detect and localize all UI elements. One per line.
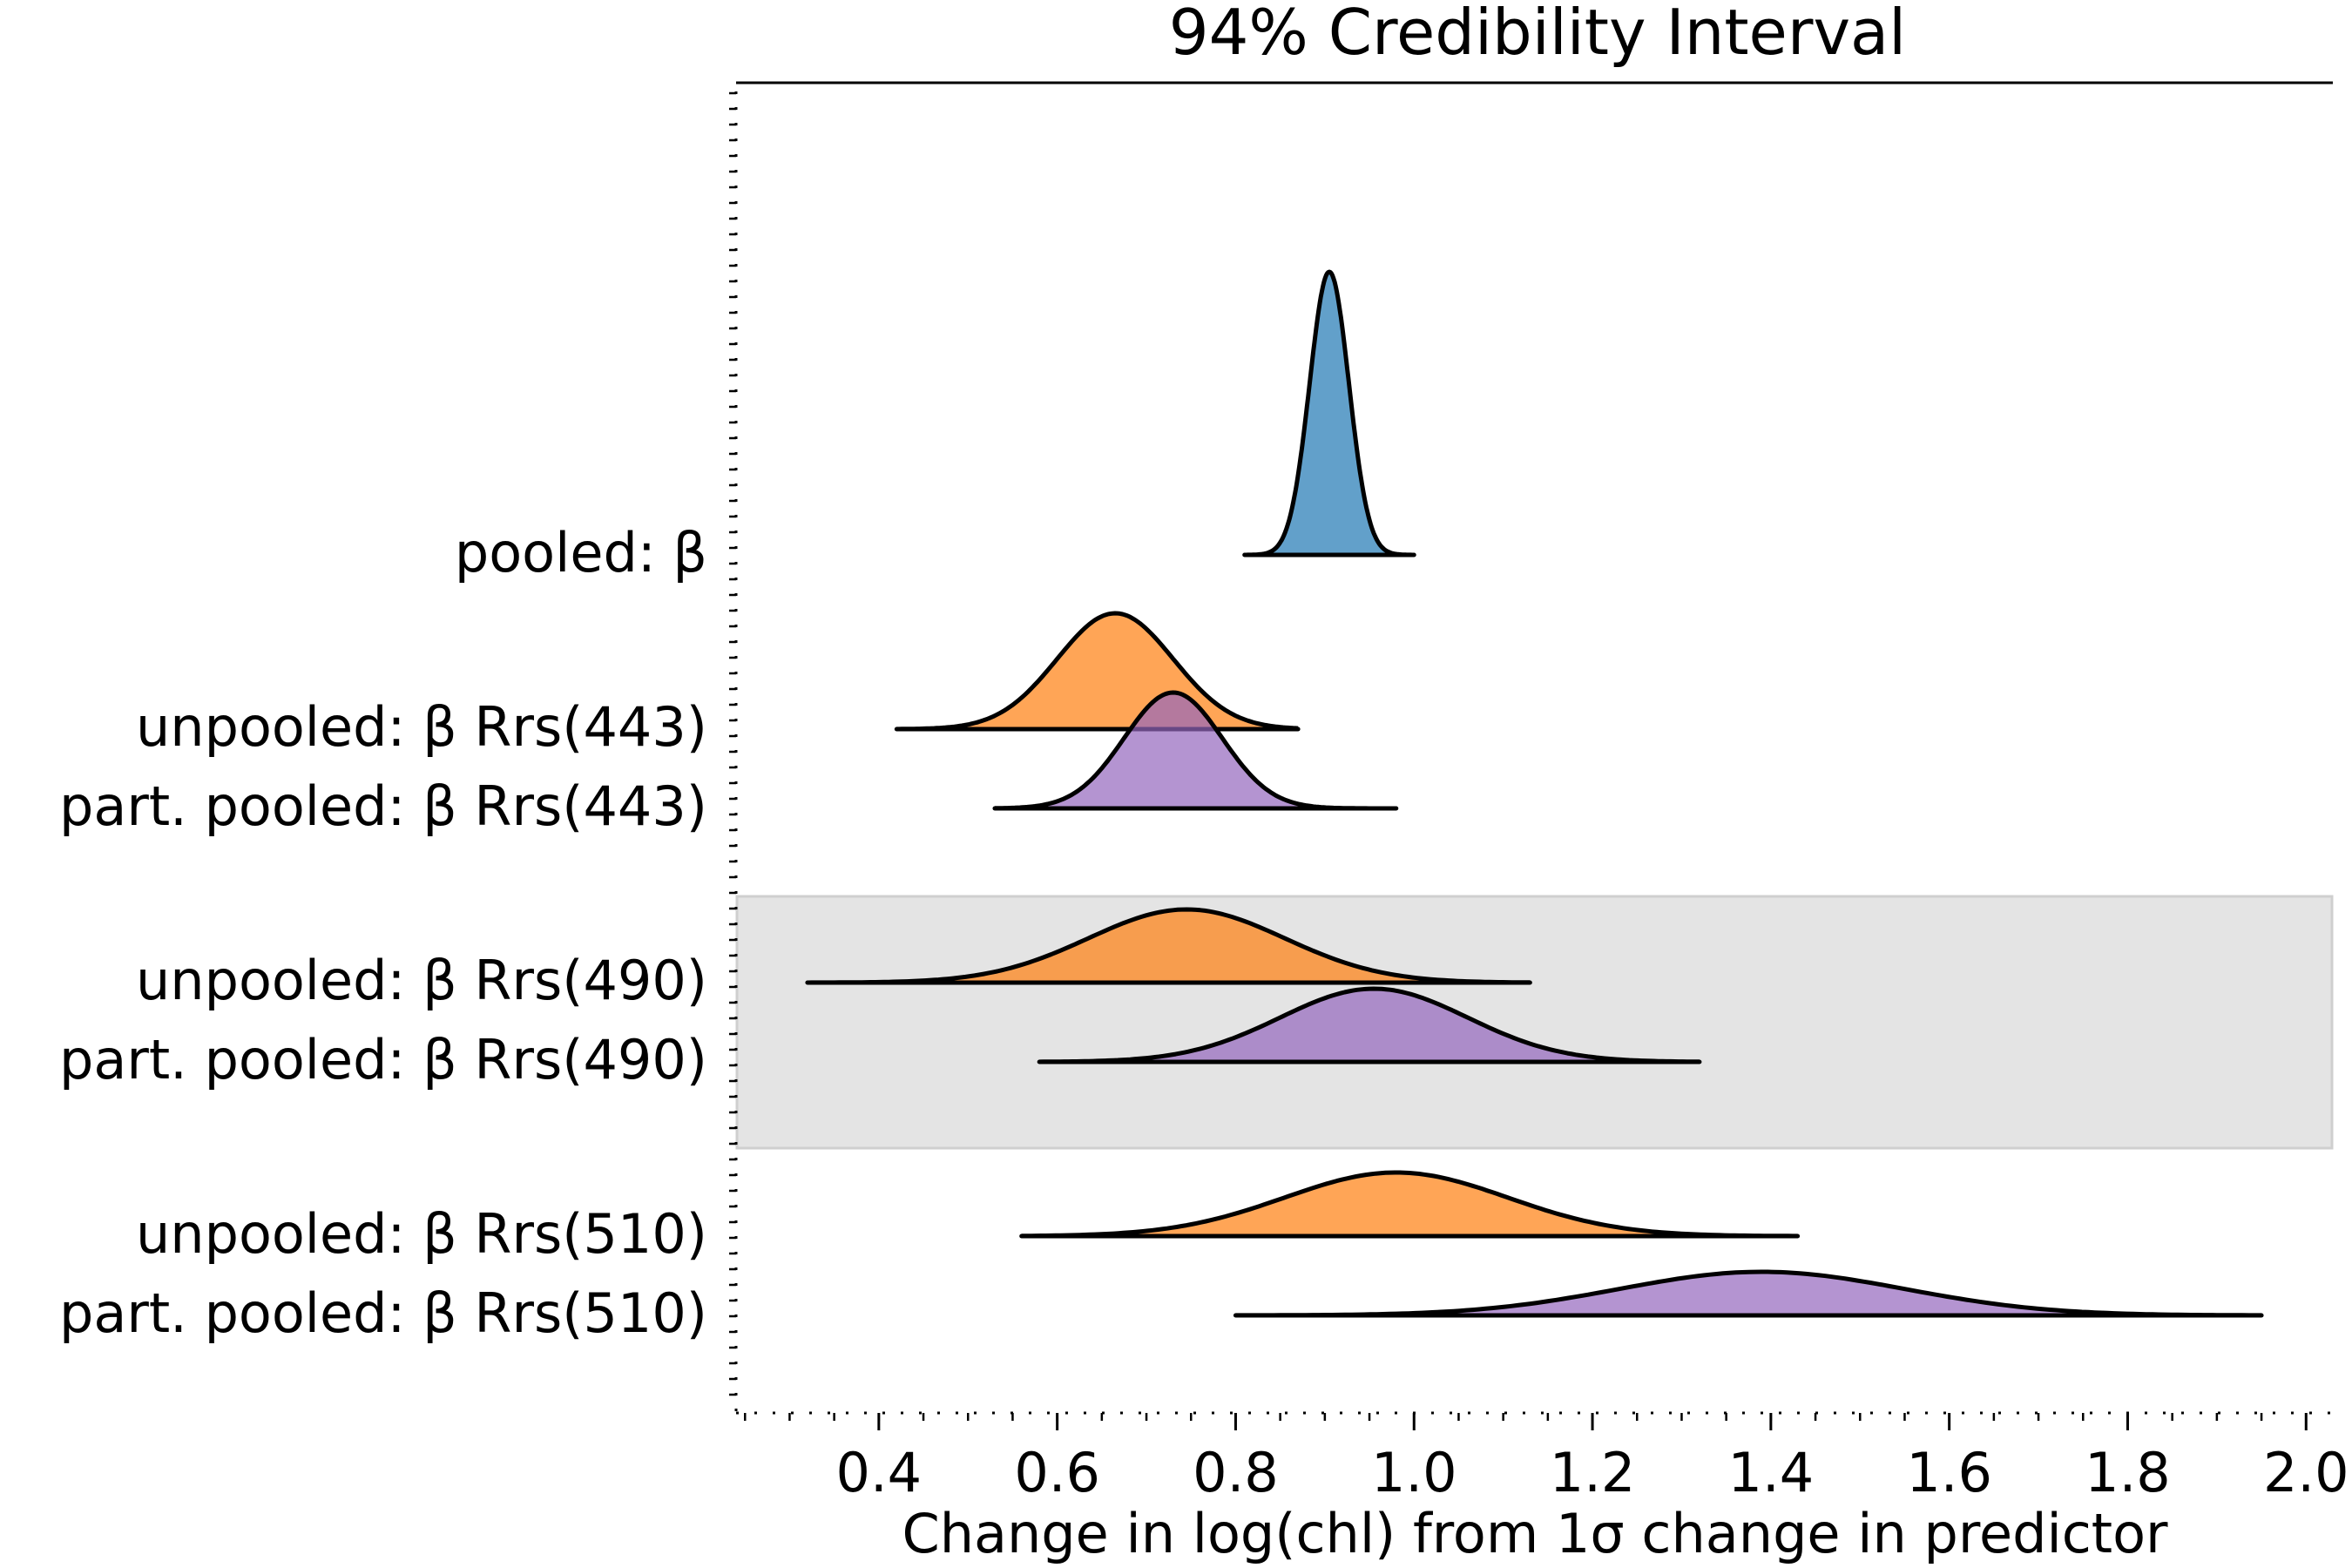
x-tick-label: 0.6 bbox=[1014, 1441, 1100, 1504]
ridge-fill-pooled bbox=[1244, 272, 1415, 555]
y-tick-label: part. pooled: β Rrs(490) bbox=[59, 1028, 707, 1092]
y-tick-label: unpooled: β Rrs(490) bbox=[136, 949, 707, 1012]
ridge-outline-unpooled-rrs-510 bbox=[1021, 1170, 1798, 1239]
y-tick-label: part. pooled: β Rrs(443) bbox=[59, 774, 707, 838]
ridge-fill-part-pooled-rrs-490 bbox=[1039, 989, 1700, 1062]
x-axis-label: Change in log(chl) from 1σ change in pre… bbox=[902, 1502, 2168, 1565]
y-tick-label: unpooled: β Rrs(510) bbox=[136, 1202, 707, 1266]
chart-title: 94% Credibility Interval bbox=[1169, 0, 1906, 69]
ridge-fill-part-pooled-rrs-510 bbox=[1235, 1272, 2262, 1315]
x-tick-label: 1.6 bbox=[1906, 1441, 1992, 1504]
x-tick-label: 1.2 bbox=[1550, 1441, 1636, 1504]
ridge-fill-part-pooled-rrs-443 bbox=[995, 693, 1396, 808]
x-tick-label: 0.4 bbox=[836, 1441, 923, 1504]
x-tick-label: 2.0 bbox=[2263, 1441, 2349, 1504]
y-tick-labels: pooled: β unpooled: β Rrs(443) part. poole… bbox=[59, 91, 736, 1396]
ridge-outline-pooled bbox=[1243, 269, 1416, 558]
x-ticks: 0.4 0.6 0.8 1.0 1.2 1.4 1.6 1.8 2.0 bbox=[743, 1413, 2349, 1504]
ridge-outline-unpooled-rrs-490 bbox=[807, 907, 1531, 985]
x-tick-label: 1.4 bbox=[1728, 1441, 1815, 1504]
ridge-fill-unpooled-rrs-443 bbox=[896, 613, 1299, 729]
y-tick-label: part. pooled: β Rrs(510) bbox=[59, 1281, 707, 1345]
ridge-outline-unpooled-rrs-443 bbox=[896, 611, 1299, 732]
highlight-band-rrs-490 bbox=[735, 895, 2334, 1150]
y-tick-label: unpooled: β Rrs(443) bbox=[136, 695, 707, 759]
highlight-band-layer bbox=[735, 895, 2334, 1150]
y-tick-label: pooled: β bbox=[455, 521, 707, 585]
ridge-outline-part-pooled-rrs-490 bbox=[1039, 986, 1700, 1064]
ridge-layer bbox=[805, 269, 2264, 1318]
x-tick-label: 0.8 bbox=[1193, 1441, 1279, 1504]
x-tick-label: 1.0 bbox=[1371, 1441, 1457, 1504]
x-tick-label: 1.8 bbox=[2085, 1441, 2171, 1504]
